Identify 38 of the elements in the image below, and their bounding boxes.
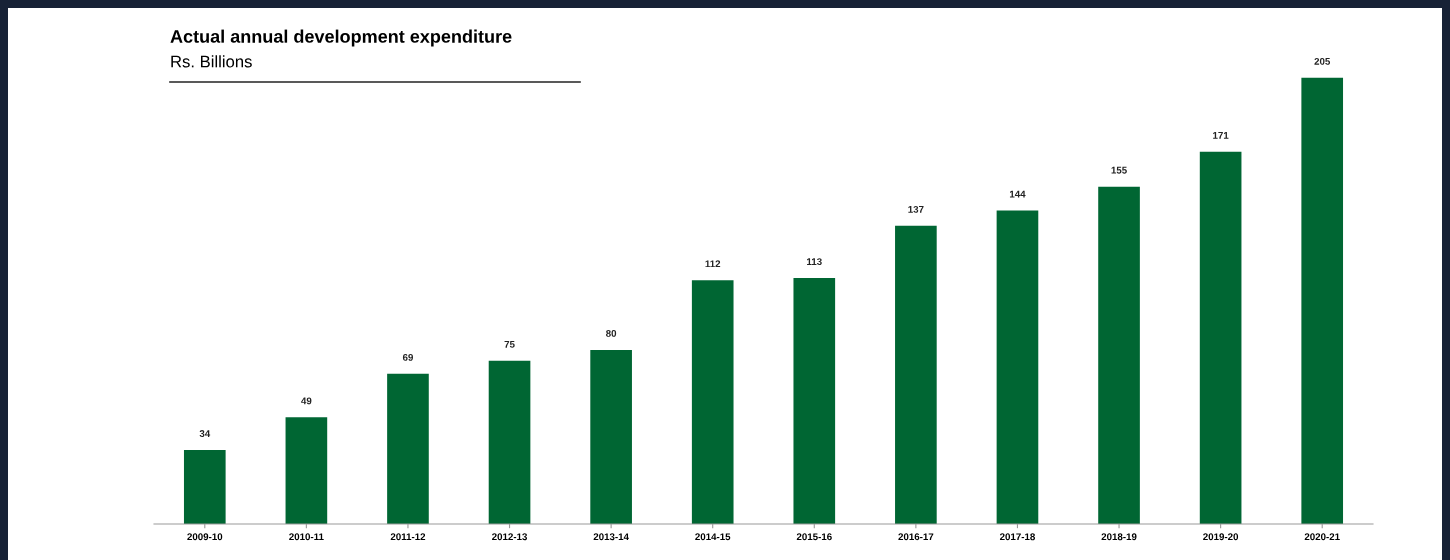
x-tick-label: 2013-14 xyxy=(593,533,629,541)
data-label: 80 xyxy=(606,329,617,337)
data-label: 155 xyxy=(1111,166,1127,174)
chart-title: Actual annual development expenditure xyxy=(170,29,512,47)
x-tick-label: 2019-20 xyxy=(1203,533,1239,541)
x-tick-label: 2017-18 xyxy=(999,533,1035,541)
bar xyxy=(488,360,531,524)
x-tick-label: 2011-12 xyxy=(390,533,426,541)
bar xyxy=(1301,77,1344,524)
x-tick-label: 2014-15 xyxy=(695,533,731,541)
data-label: 112 xyxy=(705,260,721,268)
bar xyxy=(387,373,429,524)
bar xyxy=(590,349,632,524)
bar xyxy=(996,210,1039,524)
chart-subtitle: Rs. Billions xyxy=(171,55,252,68)
x-tick-label: 2009-10 xyxy=(187,533,223,541)
data-label: 205 xyxy=(1314,57,1331,65)
data-label: 171 xyxy=(1213,132,1229,139)
x-tick-label: 2015-16 xyxy=(796,533,832,541)
data-label: 49 xyxy=(301,397,312,405)
bar xyxy=(895,225,937,524)
bar xyxy=(793,278,836,524)
bar xyxy=(691,280,734,524)
data-label: 113 xyxy=(807,258,822,266)
x-tick-label: 2012-13 xyxy=(492,533,528,541)
data-label: 75 xyxy=(504,340,515,348)
x-tick-label: 2018-19 xyxy=(1101,533,1137,541)
data-label: 34 xyxy=(199,430,211,437)
bar xyxy=(1199,151,1242,524)
bar xyxy=(1098,186,1140,524)
x-tick-label: 2020-21 xyxy=(1304,533,1340,541)
data-label: 144 xyxy=(1009,190,1026,198)
data-label: 69 xyxy=(402,353,414,361)
bar xyxy=(285,417,328,524)
data-label: 137 xyxy=(908,205,924,213)
x-tick-label: 2016-17 xyxy=(898,533,934,541)
bar xyxy=(183,450,226,524)
x-tick-label: 2010-11 xyxy=(289,533,324,541)
